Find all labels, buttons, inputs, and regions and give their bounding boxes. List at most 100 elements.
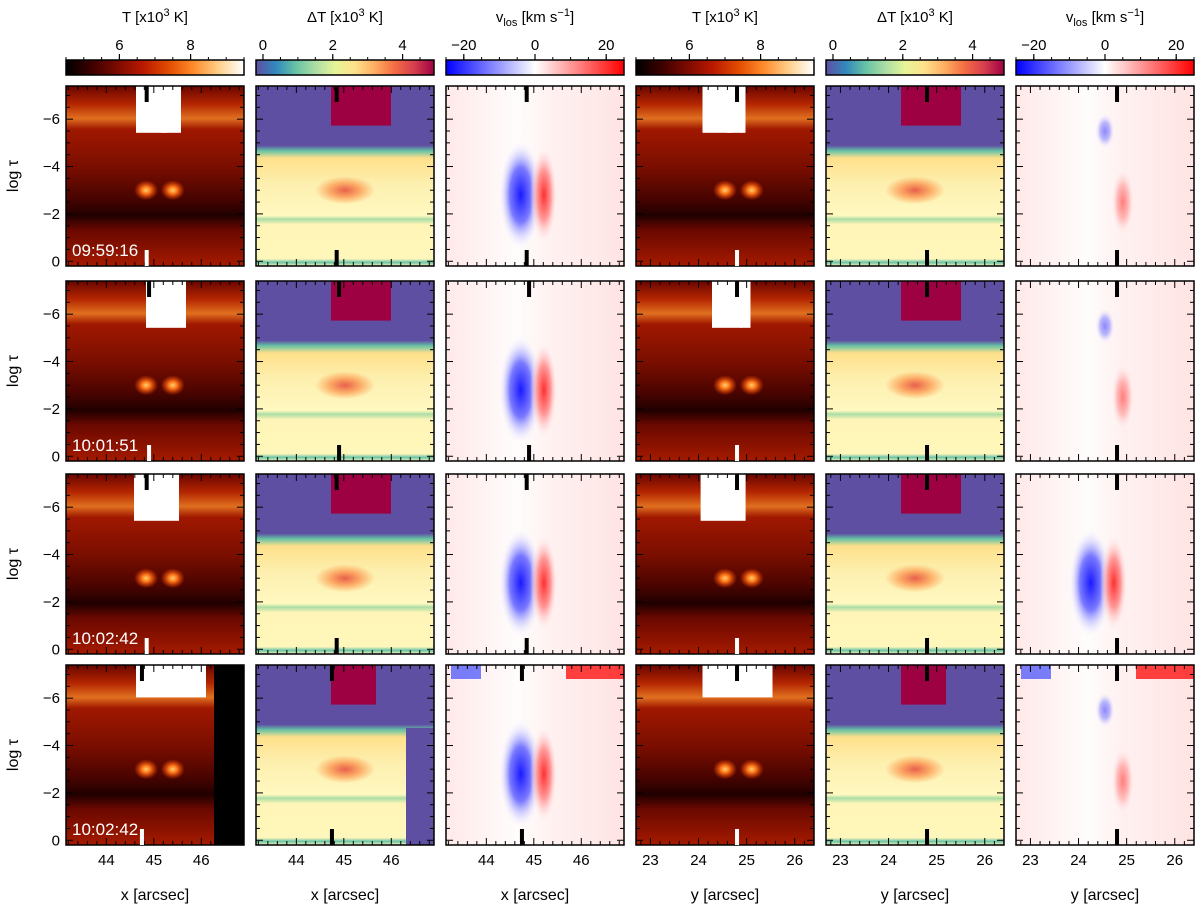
heatmap-hotspot	[713, 180, 737, 201]
heatmap-cell	[1021, 665, 1051, 679]
panel-frame	[635, 664, 815, 846]
column-title: T [x103 K]	[692, 7, 758, 26]
position-marker-bottom	[519, 829, 524, 845]
x-tick-label: 44	[98, 852, 115, 869]
position-marker-top	[1115, 474, 1120, 490]
y-tick-label: 0	[52, 253, 60, 270]
colorbar-gradient	[65, 59, 245, 76]
colorbar-tick-label: 0	[259, 37, 267, 54]
heatmap-blueshift	[498, 334, 543, 445]
y-tick-label: −6	[43, 111, 60, 128]
panel-r3-c4	[635, 473, 815, 655]
x-tick-label: 26	[786, 852, 803, 869]
position-marker-bottom	[147, 445, 152, 461]
position-marker-top	[735, 281, 740, 297]
y-tick-label: −2	[43, 206, 60, 223]
heatmap	[256, 474, 434, 654]
colorbar-gradient	[825, 59, 1005, 76]
panel-frame	[635, 473, 815, 655]
x-tick-label: 46	[573, 852, 590, 869]
position-marker-top	[147, 281, 152, 297]
panel-r2-c6	[1015, 280, 1195, 462]
colorbar-3: −20 0 20 vlos [km s−1]	[445, 7, 625, 76]
colorbar-tick-label: 6	[115, 37, 123, 54]
colorbar-gradient	[445, 59, 625, 76]
x-tick-label: 24	[690, 852, 707, 869]
heatmap	[1016, 86, 1194, 266]
panel-grid: 0 −2 −4 −6 09:59:16 0 −2 −4 −6 10:01:51 0 −2 −4 −6 10:…	[43, 85, 1195, 869]
panel-frame	[65, 664, 245, 846]
position-marker-top	[329, 665, 334, 681]
panel-r3-c1: 0 −2 −4 −6 10:02:42	[43, 473, 245, 658]
panel-r1-c5	[825, 85, 1005, 267]
y-axis-label: log τ	[5, 354, 22, 387]
colorbar-tick-label: 0	[1101, 37, 1109, 54]
y-tick-label: −4	[43, 547, 60, 564]
colorbar-6: −20 0 20 vlos [km s−1]	[1015, 7, 1195, 76]
colorbar-1: 6 8 T [x103 K]	[65, 7, 245, 76]
colorbar-tick-label: 6	[685, 37, 693, 54]
y-tick-label: −6	[43, 306, 60, 323]
position-marker-top	[334, 86, 339, 102]
x-tick-label: 23	[642, 852, 659, 869]
y-tick-label: 0	[52, 641, 60, 658]
heatmap	[1016, 474, 1194, 654]
heatmap-hotspot	[134, 375, 159, 396]
heatmap	[446, 281, 624, 461]
heatmap	[636, 281, 814, 461]
heatmap-hotspot	[739, 759, 764, 780]
heatmap-cell	[331, 665, 376, 705]
heatmap-blueshift	[1068, 527, 1113, 638]
x-tick-label: 25	[928, 852, 945, 869]
heatmap	[636, 665, 814, 845]
heatmap-hotspot	[134, 180, 159, 201]
heatmap-cell	[451, 665, 481, 679]
heatmap-cell	[331, 86, 391, 126]
y-axis-label: log τ	[5, 547, 22, 580]
y-tick-label: −2	[43, 785, 60, 802]
x-axis-label: y [arcsec]	[1071, 887, 1139, 904]
panel-r4-c2: 44 45 46	[255, 664, 435, 869]
x-tick-label: 26	[1166, 852, 1183, 869]
position-marker-top	[925, 86, 930, 102]
panel-r2-c1: 0 −2 −4 −6 10:01:51	[43, 280, 245, 465]
position-marker-bottom	[334, 638, 339, 654]
x-tick-label: 45	[335, 852, 352, 869]
position-marker-top	[735, 474, 740, 490]
column-title: vlos [km s−1]	[1066, 7, 1144, 29]
panel-frame	[445, 280, 625, 462]
position-marker-top	[925, 474, 930, 490]
x-tick-label: 25	[1118, 852, 1135, 869]
position-marker-bottom	[1115, 829, 1120, 845]
heatmap-cell	[176, 281, 186, 328]
position-marker-bottom	[925, 829, 930, 845]
position-marker-bottom	[1115, 250, 1120, 266]
heatmap-redshift	[529, 723, 558, 824]
panel-frame	[445, 85, 625, 267]
panel-frame	[445, 664, 625, 846]
column-title: T [x103 K]	[122, 7, 188, 26]
heatmap-cell	[331, 474, 391, 514]
colorbar-gradient	[1015, 59, 1195, 76]
heatmap-cell	[740, 86, 746, 133]
position-marker-top	[524, 86, 529, 102]
heatmap-redshift	[529, 144, 558, 245]
position-marker-top	[735, 665, 740, 681]
x-tick-label: 44	[288, 852, 305, 869]
x-axis-label: x [arcsec]	[501, 887, 569, 904]
heatmap-cell	[161, 86, 167, 133]
panel-frame	[1015, 85, 1195, 267]
panel-r2-c4	[635, 280, 815, 462]
heatmap-hotspot	[885, 755, 945, 784]
heatmap-cell	[176, 86, 181, 133]
x-tick-label: 26	[976, 852, 993, 869]
colorbar-tick-label: 0	[829, 37, 837, 54]
heatmap-cell	[1136, 665, 1194, 679]
heatmap-hotspot	[885, 564, 945, 593]
heatmap	[66, 86, 244, 266]
heatmap-hotspot	[134, 759, 159, 780]
heatmap-hotspot	[713, 568, 737, 589]
heatmap-cell	[214, 665, 244, 845]
timestamp: 10:02:42	[72, 629, 138, 648]
